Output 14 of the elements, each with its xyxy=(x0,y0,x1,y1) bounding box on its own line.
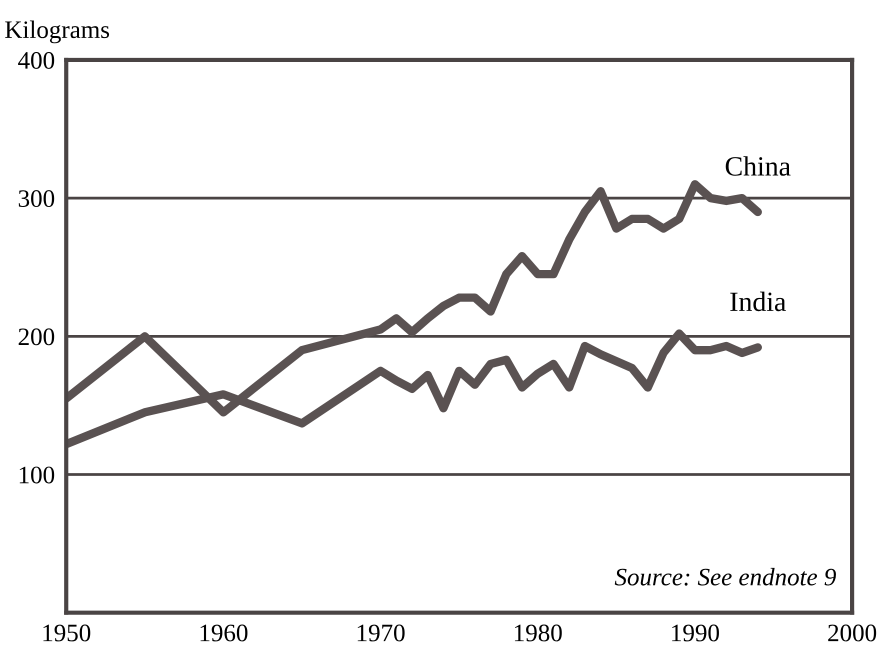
y-tick-label: 400 xyxy=(18,52,54,69)
x-tick-label: 1960 xyxy=(200,624,248,642)
x-tick-label: 1950 xyxy=(43,624,90,642)
x-tick-label: 1980 xyxy=(514,624,562,642)
x-tick-label: 1970 xyxy=(358,624,405,642)
series-label: China xyxy=(726,156,791,176)
y-tick-label: 100 xyxy=(20,466,54,484)
series-label: India xyxy=(730,292,786,312)
y-tick-label: 200 xyxy=(18,328,54,346)
x-tick-label: 1990 xyxy=(672,624,719,642)
y-axis-title: Kilograms xyxy=(5,20,110,44)
x-tick-label: 2000 xyxy=(828,624,876,642)
annotation: Source: See endnote 9 xyxy=(614,568,836,586)
y-tick-label: 300 xyxy=(18,190,54,208)
